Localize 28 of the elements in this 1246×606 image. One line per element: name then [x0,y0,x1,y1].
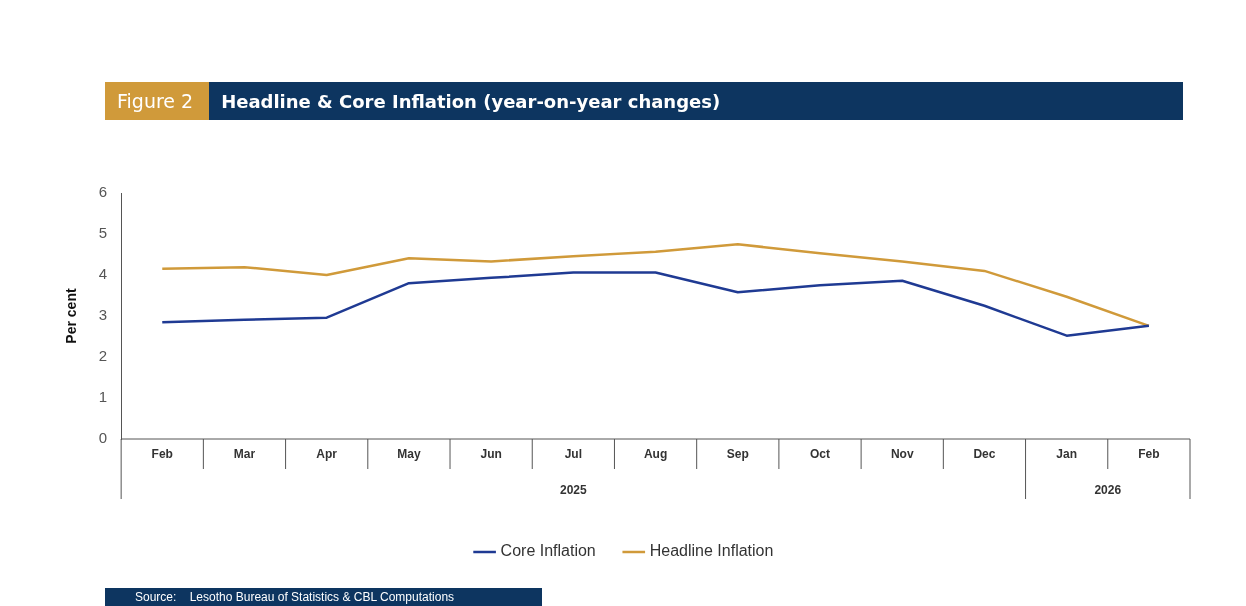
x-tick-label: Nov [890,446,914,461]
y-tick-label: 6 [98,183,108,201]
y-axis-title: Per cent [63,288,80,344]
y-tick-label: 4 [98,265,108,283]
chart-subtitle: Figure 2 [105,82,210,120]
source-note: Source: Lesotho Bureau of Statistics & CBL Computations [105,588,542,606]
legend-label: Core Inflation [500,542,596,560]
x-tick-label: Feb [151,446,173,461]
x-tick-label: Oct [810,446,831,461]
legend-label: Headline Inflation [649,542,774,560]
y-tick-label: 5 [98,224,108,242]
x-tick-label: Apr [316,446,338,461]
y-tick-label: 0 [98,429,108,447]
x-tick-label: Mar [233,446,256,461]
x-tick-label: Jul [564,446,583,461]
x-tick-label: Feb [1138,446,1160,461]
x-tick-label: Aug [643,446,668,461]
chart-title: Headline & Core Inflation (year-on-year changes) [220,90,721,112]
y-tick-label: 3 [98,306,108,324]
x-tick-label: May [397,446,421,461]
y-tick-label: 2 [98,347,108,365]
x-tick-label: Jan [1056,446,1078,461]
x-tick-label: Sep [726,446,749,461]
text: 2026 [1094,483,1122,498]
x-tick-label: Dec [973,446,996,461]
x-tick-label: Jun [480,446,502,461]
y-tick-label: 1 [98,388,108,406]
text: 2025 [560,483,588,498]
